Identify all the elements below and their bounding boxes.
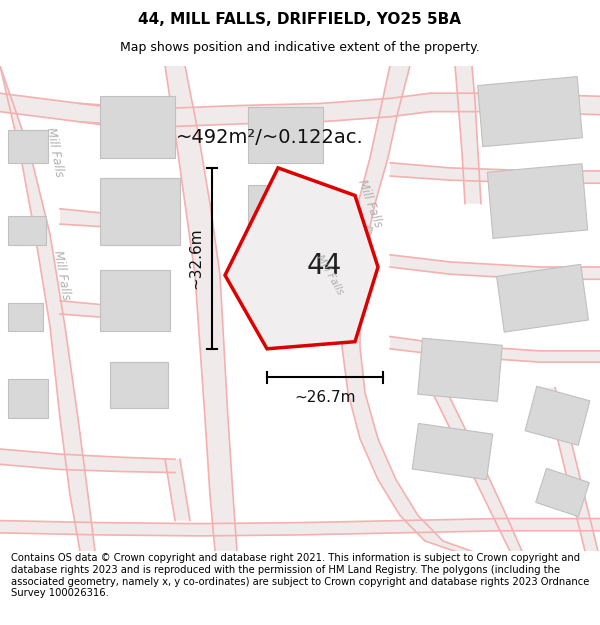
- Text: ~26.7m: ~26.7m: [294, 391, 356, 406]
- Text: Mill Falls: Mill Falls: [51, 249, 73, 301]
- Polygon shape: [430, 388, 522, 551]
- Polygon shape: [478, 77, 583, 147]
- Text: Map shows position and indicative extent of the property.: Map shows position and indicative extent…: [120, 41, 480, 54]
- Polygon shape: [100, 270, 170, 331]
- Polygon shape: [165, 459, 190, 521]
- Text: Mill Falls: Mill Falls: [314, 254, 346, 297]
- Polygon shape: [165, 66, 237, 551]
- Polygon shape: [525, 386, 590, 445]
- Polygon shape: [8, 130, 48, 162]
- Text: ~492m²/~0.122ac.: ~492m²/~0.122ac.: [176, 127, 364, 147]
- Polygon shape: [487, 164, 587, 238]
- Text: Contains OS data © Crown copyright and database right 2021. This information is : Contains OS data © Crown copyright and d…: [11, 553, 589, 598]
- Polygon shape: [412, 424, 493, 479]
- Polygon shape: [390, 255, 600, 279]
- Polygon shape: [455, 66, 481, 204]
- Text: 44: 44: [307, 252, 342, 280]
- Polygon shape: [536, 468, 589, 517]
- Polygon shape: [248, 185, 328, 247]
- Polygon shape: [80, 104, 160, 127]
- Polygon shape: [100, 178, 180, 244]
- Polygon shape: [225, 168, 378, 349]
- Polygon shape: [8, 303, 43, 331]
- Polygon shape: [418, 338, 502, 401]
- Polygon shape: [342, 66, 472, 551]
- Polygon shape: [8, 216, 46, 244]
- Polygon shape: [60, 209, 160, 227]
- Polygon shape: [0, 519, 600, 536]
- Polygon shape: [540, 388, 598, 551]
- Polygon shape: [248, 106, 323, 162]
- Polygon shape: [8, 379, 48, 418]
- Polygon shape: [497, 264, 589, 332]
- Polygon shape: [0, 66, 95, 551]
- Polygon shape: [0, 93, 430, 127]
- Polygon shape: [0, 449, 175, 472]
- Text: Mill Falls: Mill Falls: [355, 177, 385, 229]
- Polygon shape: [390, 336, 600, 362]
- Polygon shape: [110, 362, 168, 408]
- Polygon shape: [100, 96, 175, 158]
- Polygon shape: [390, 162, 600, 183]
- Text: 44, MILL FALLS, DRIFFIELD, YO25 5BA: 44, MILL FALLS, DRIFFIELD, YO25 5BA: [139, 12, 461, 27]
- Polygon shape: [430, 93, 600, 115]
- Polygon shape: [60, 301, 165, 318]
- Text: Mill Falls: Mill Falls: [44, 127, 66, 178]
- Text: ~32.6m: ~32.6m: [188, 228, 203, 289]
- Polygon shape: [277, 206, 373, 297]
